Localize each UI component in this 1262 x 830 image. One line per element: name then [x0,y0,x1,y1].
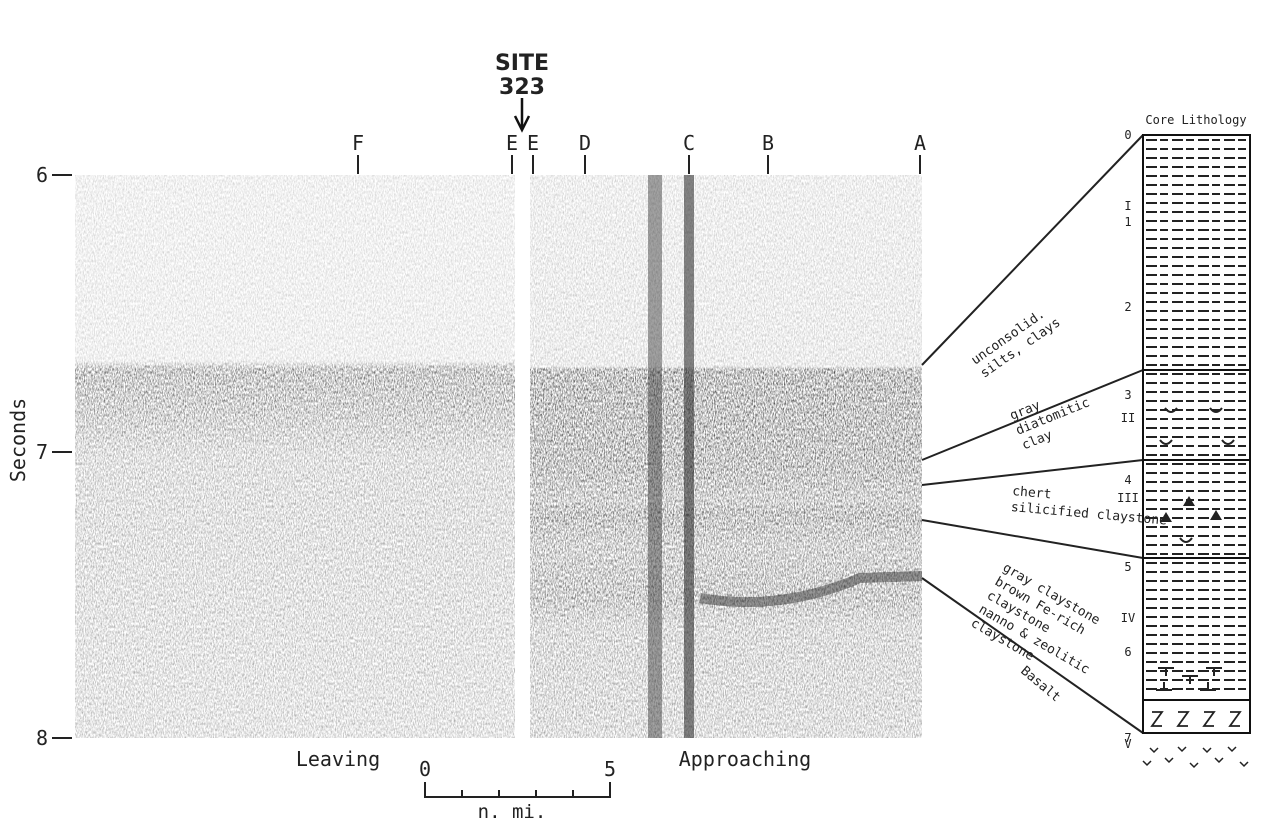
depth-label: 3 [1124,388,1131,402]
right-panel [530,175,922,738]
depth-label: 1 [1124,215,1131,229]
unit-label: V [1124,737,1131,751]
profile-point: B [762,131,774,155]
layer-label: Basalt [1017,664,1063,706]
scale-bar: 0 5 n. mi. [419,757,616,823]
profile-point: F [352,131,364,155]
unit-label: III [1117,491,1139,505]
depth-label: 4 [1124,473,1131,487]
profile-point: E [527,131,539,155]
correlation-line [922,460,1143,485]
y-tick-label: 6 [36,163,48,187]
left-panel [75,175,515,738]
site-label: SITE [495,51,549,76]
scale-end: 5 [604,757,616,781]
depth-label: 0 [1124,128,1131,142]
y-axis-label: Seconds [6,398,30,482]
depth-label: 5 [1124,560,1131,574]
correlation-line [922,520,1143,558]
vertical-streak [684,175,694,738]
layer-labels: unconsolid.silts, claysgraydiatomiticcla… [968,307,1168,706]
profile-point: D [579,131,591,155]
profile-point: C [683,131,695,155]
scale-unit: n. mi. [478,801,547,823]
leaving-label: Leaving [296,747,380,771]
axis [52,175,72,738]
core-title: Core Lithology [1145,113,1246,127]
seismic-figure: Seconds SITE 323 F EE D C B A 6 7 8 Leaving App… [0,0,1262,826]
profile-point: E [506,131,518,155]
unit-label: IV [1121,611,1135,625]
y-tick-label: 8 [36,726,48,750]
depth-label: 2 [1124,300,1131,314]
site-arrow [515,98,529,130]
profile-point: A [914,131,926,155]
seismic-profile [75,175,922,738]
site-number: 323 [499,75,545,100]
unit-label: I [1124,199,1131,213]
scale-start: 0 [419,757,431,781]
vertical-streak [648,175,662,738]
y-ticks: 6 7 8 [36,163,48,750]
unit-label: II [1121,411,1135,425]
approaching-label: Approaching [679,747,811,771]
lithology-fill [1143,135,1250,695]
depth-label: 6 [1124,645,1131,659]
scale-line [425,782,610,797]
y-tick-label: 7 [36,440,48,464]
